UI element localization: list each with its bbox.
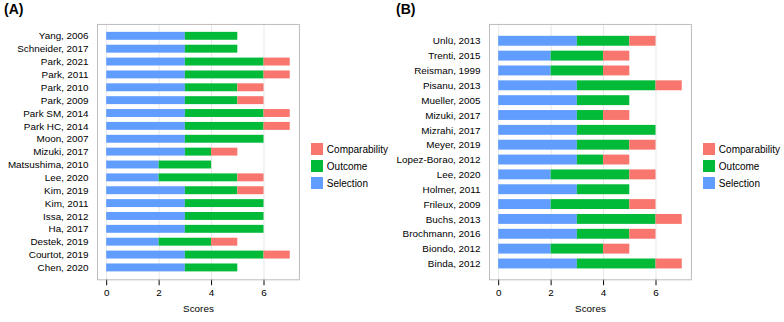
svg-text:Lee, 2020: Lee, 2020 [437,169,481,180]
svg-text:Brochmann, 2016: Brochmann, 2016 [403,228,481,239]
svg-text:2: 2 [156,287,162,298]
svg-text:0: 0 [104,287,110,298]
svg-text:Meyer, 2019: Meyer, 2019 [426,139,481,150]
svg-text:Unlü, 2013: Unlü, 2013 [433,35,481,46]
svg-text:Moon, 2007: Moon, 2007 [36,133,88,144]
html-text:Outcome: Outcome [326,161,368,172]
html-text:Selection: Selection [718,178,760,189]
html-text:Selection: Selection [326,178,368,189]
svg-text:Trenti, 2015: Trenti, 2015 [428,50,481,61]
svg-text:Pisanu, 2013: Pisanu, 2013 [423,80,481,91]
svg-text:Courtot, 2019: Courtot, 2019 [29,249,89,260]
svg-text:Mueller, 2005: Mueller, 2005 [421,95,481,106]
svg-text:6: 6 [653,287,659,298]
html-text:(A): (A) [4,1,24,17]
svg-text:Binda, 2012: Binda, 2012 [428,258,481,269]
svg-text:Destek, 2019: Destek, 2019 [30,236,89,247]
svg-text:4: 4 [209,287,215,298]
svg-text:Park SM, 2014: Park SM, 2014 [23,108,89,119]
svg-text:Park, 2010: Park, 2010 [41,82,89,93]
svg-text:Reisman, 1999: Reisman, 1999 [414,65,481,76]
svg-text:Park, 2011: Park, 2011 [42,69,90,80]
svg-text:Mizrahi, 2017: Mizrahi, 2017 [421,125,480,136]
svg-text:Lee, 2020: Lee, 2020 [45,172,89,183]
svg-text:Yang, 2006: Yang, 2006 [39,30,89,41]
svg-text:Chen, 2020: Chen, 2020 [38,262,90,273]
svg-text:Frileux, 2009: Frileux, 2009 [423,199,481,210]
svg-text:Ha, 2017: Ha, 2017 [48,223,88,234]
svg-text:4: 4 [601,287,607,298]
svg-text:Lopez-Borao, 2012: Lopez-Borao, 2012 [397,154,481,165]
svg-text:Park, 2021: Park, 2021 [41,56,89,67]
svg-text:Mizuki, 2017: Mizuki, 2017 [425,110,480,121]
html-text:Comparability: Comparability [718,144,780,155]
svg-text:Park, 2009: Park, 2009 [41,95,89,106]
svg-text:Mizuki, 2017: Mizuki, 2017 [33,146,88,157]
svg-text:Kim, 2011: Kim, 2011 [45,198,89,209]
svg-text:Holmer, 2011: Holmer, 2011 [423,184,482,195]
svg-text:0: 0 [496,287,502,298]
svg-text:2: 2 [548,287,554,298]
svg-text:Buchs, 2013: Buchs, 2013 [426,214,481,225]
svg-text:6: 6 [261,287,267,298]
html-text:(B): (B) [396,1,416,17]
svg-text:Scores: Scores [183,303,214,314]
svg-text:Kim, 2019: Kim, 2019 [44,185,89,196]
svg-text:Scores: Scores [575,303,606,314]
svg-text:Park HC, 2014: Park HC, 2014 [24,121,89,132]
html-text:Outcome: Outcome [718,161,760,172]
html-text:Comparability: Comparability [326,144,388,155]
svg-text:Biondo, 2012: Biondo, 2012 [422,243,480,254]
svg-text:Schneider, 2017: Schneider, 2017 [17,43,88,54]
svg-text:Matsushima, 2010: Matsushima, 2010 [8,159,89,170]
svg-text:Issa, 2012: Issa, 2012 [43,211,89,222]
